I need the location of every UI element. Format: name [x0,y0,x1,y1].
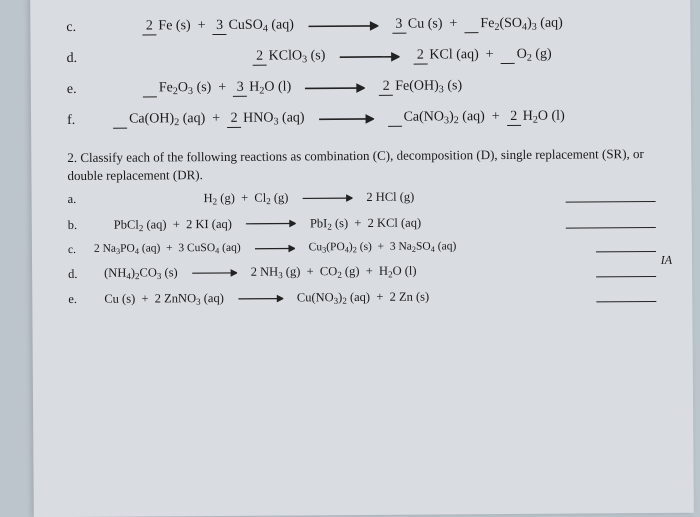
rhs-1f: Ca(NO3)2 (aq) + 2H2O (l) [388,109,565,127]
lhs-1d: 2KClO3 (s) [253,48,326,66]
label-1d: d. [67,50,93,66]
eq-2c: c. 2 Na3PO4 (aq) + 3 CuSO4 (aq) Cu3(PO4)… [68,239,656,256]
worksheet-sheet: c. 2Fe (s) + 3CuSO4 (aq) 3Cu (s) + Fe2(S… [30,0,694,517]
rhs-1c: 3Cu (s) + Fe2(SO4)3 (aq) [392,16,563,34]
rhs-2a: 2 HCl (g) [366,190,414,205]
rhs-1d: 2KCl (aq) + O2 (g) [413,47,551,65]
lhs-1f: Ca(OH)2 (aq) + 2HNO3 (aq) [113,110,305,128]
label-2e: e. [68,292,94,307]
ia-mark: IA [661,253,672,268]
answer-blank[interactable] [566,189,656,203]
eq-1f: f. Ca(OH)2 (aq) + 2HNO3 (aq) Ca(NO3)2 (a… [67,108,655,129]
rhs-2d: 2 NH3 (g) + CO2 (g) + H2O (l) [251,264,417,281]
answer-blank[interactable] [596,264,656,277]
rhs-2c: Cu3(PO4)2 (s) + 3 Na2SO4 (aq) [309,240,457,254]
eq-1d: d. 2KClO3 (s) 2KCl (aq) + O2 (g) [67,46,655,67]
eq-2a: a. H2 (g) + Cl2 (g) 2 HCl (g) [68,188,656,208]
eq-1e: e. Fe2O3 (s) + 3H2O (l) 2Fe(OH)3 (s) [67,77,655,98]
arrow-icon [246,220,296,228]
rhs-1e: 2Fe(OH)3 (s) [379,78,462,96]
q2-prompt: 2. Classify each of the following reacti… [67,145,655,184]
answer-blank[interactable] [596,289,656,302]
label-2b: b. [68,218,94,233]
answer-blank[interactable] [566,215,656,229]
eq-1c: c. 2Fe (s) + 3CuSO4 (aq) 3Cu (s) + Fe2(S… [66,15,654,36]
lhs-1c: 2Fe (s) + 3CuSO4 (aq) [142,17,294,35]
arrow-icon [319,113,374,123]
arrow-icon [305,82,365,92]
rhs-2b: PbI2 (s) + 2 KCl (aq) [310,215,421,231]
label-2a: a. [68,192,94,207]
arrow-icon [308,20,378,30]
lhs-2e: Cu (s) + 2 ZnNO3 (aq) [104,291,224,307]
rhs-2e: Cu(NO3)2 (aq) + 2 Zn (s) [297,289,429,305]
arrow-icon [302,194,352,202]
arrow-icon [339,51,399,61]
eq-2e: e. Cu (s) + 2 ZnNO3 (aq) Cu(NO3)2 (aq) +… [68,288,656,308]
answer-blank[interactable] [596,239,656,252]
arrow-icon [192,269,237,277]
label-1f: f. [67,112,93,128]
lhs-2a: H2 (g) + Cl2 (g) [204,191,289,207]
arrow-icon [238,294,283,302]
lhs-1e: Fe2O3 (s) + 3H2O (l) [143,79,292,97]
label-1e: e. [67,81,93,97]
lhs-2b: PbCl2 (aq) + 2 KI (aq) [114,217,232,233]
arrow-icon [255,244,295,252]
label-2c: c. [68,244,94,256]
label-1c: c. [66,19,92,35]
eq-2d: d. (NH4)2CO3 (s) 2 NH3 (g) + CO2 (g) + H… [68,262,656,282]
eq-2b: b. PbCl2 (aq) + 2 KI (aq) PbI2 (s) + 2 K… [68,214,656,234]
lhs-2d: (NH4)2CO3 (s) [104,266,178,282]
label-2d: d. [68,267,94,282]
lhs-2c: 2 Na3PO4 (aq) + 3 CuSO4 (aq) [94,242,241,256]
